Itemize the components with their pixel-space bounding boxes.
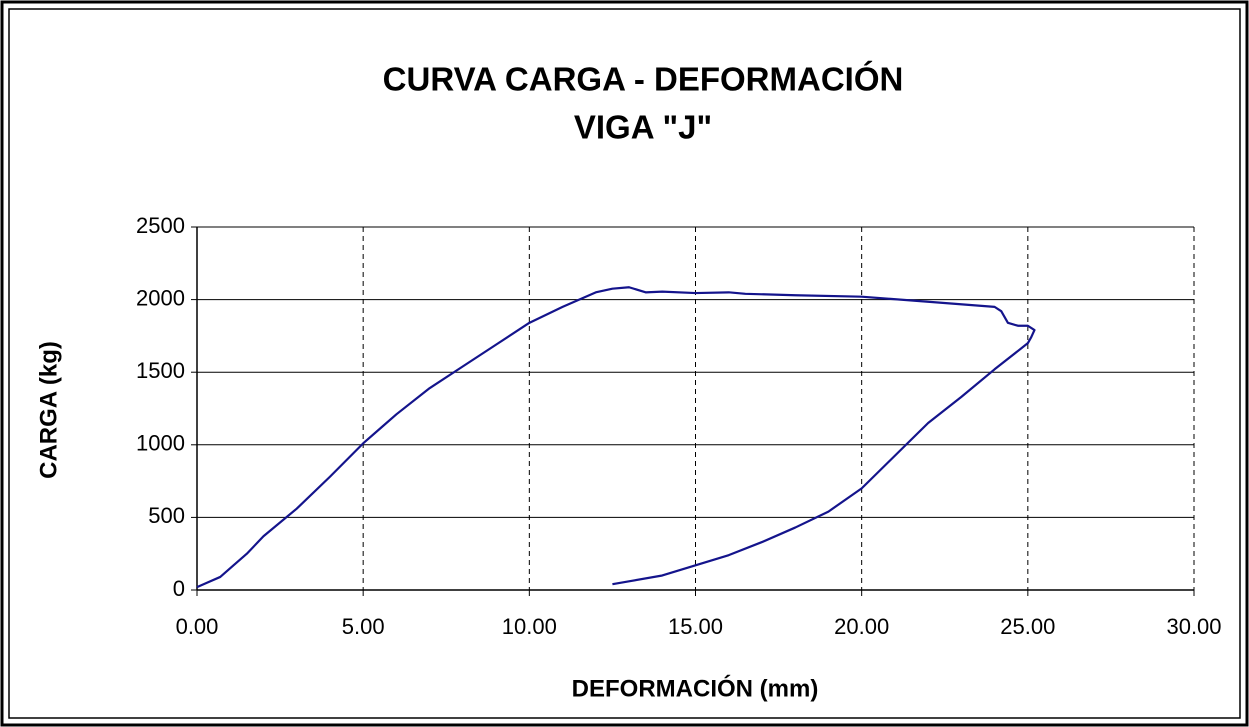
- inner-frame: [8, 8, 1241, 719]
- y-tick-label: 2000: [136, 285, 185, 310]
- x-axis-label: DEFORMACIÓN (mm): [572, 674, 819, 702]
- chart-title: CURVA CARGA - DEFORMACIÓN: [383, 61, 904, 98]
- y-tick-label: 2500: [136, 213, 185, 238]
- x-tick-label: 30.00: [1166, 614, 1221, 639]
- x-tick-label: 20.00: [834, 614, 889, 639]
- y-tick-label: 500: [148, 503, 185, 528]
- y-tick-label: 1500: [136, 358, 185, 383]
- x-tick-label: 5.00: [342, 614, 385, 639]
- x-tick-label: 25.00: [1000, 614, 1055, 639]
- y-tick-label: 1000: [136, 431, 185, 456]
- data-line: [196, 286, 1036, 589]
- y-tick-label: 0: [173, 576, 185, 601]
- chart-subtitle: VIGA "J": [574, 109, 712, 146]
- x-tick-label: 0.00: [176, 614, 219, 639]
- x-tick-label: 15.00: [668, 614, 723, 639]
- y-axis-label: CARGA (kg): [35, 341, 62, 479]
- x-tick-label: 10.00: [502, 614, 557, 639]
